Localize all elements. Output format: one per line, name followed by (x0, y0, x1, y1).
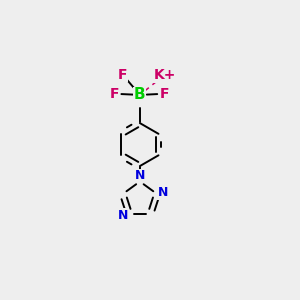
Text: F: F (110, 87, 119, 101)
Text: F: F (159, 87, 169, 101)
Text: K+: K+ (154, 68, 176, 82)
Text: F: F (118, 68, 127, 82)
Text: N: N (118, 209, 129, 222)
Text: B: B (134, 87, 146, 102)
Text: N: N (158, 186, 168, 199)
Text: N: N (135, 169, 145, 182)
